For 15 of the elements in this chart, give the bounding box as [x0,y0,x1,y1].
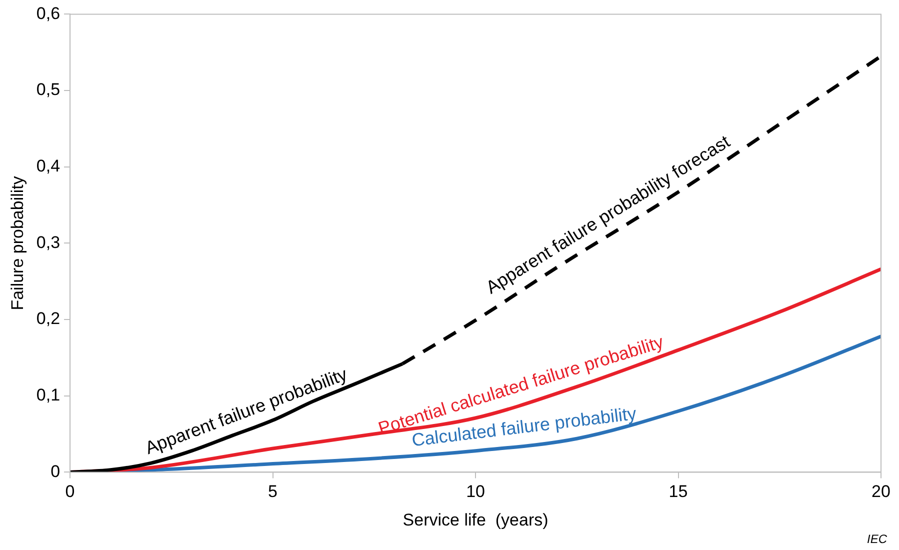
y-tick-label: 0,5 [36,80,60,100]
y-tick-label: 0,4 [36,156,60,176]
x-tick-label: 5 [268,482,278,502]
x-tick-label: 15 [668,482,688,502]
x-axis-title: Service life (years) [402,510,548,530]
x-tick-label: 20 [872,482,890,502]
y-tick-label: 0 [50,462,60,481]
x-tick-label: 0 [65,482,75,502]
x-tick-label: 10 [466,482,485,502]
text: IEC [866,532,887,546]
y-tick-label: 0,3 [36,232,60,252]
y-tick-label: 0,6 [36,4,60,23]
y-tick-label: 0,2 [36,309,60,328]
y-tick-label: 0,1 [36,386,60,405]
y-axis-title: Failure probability [8,176,27,310]
